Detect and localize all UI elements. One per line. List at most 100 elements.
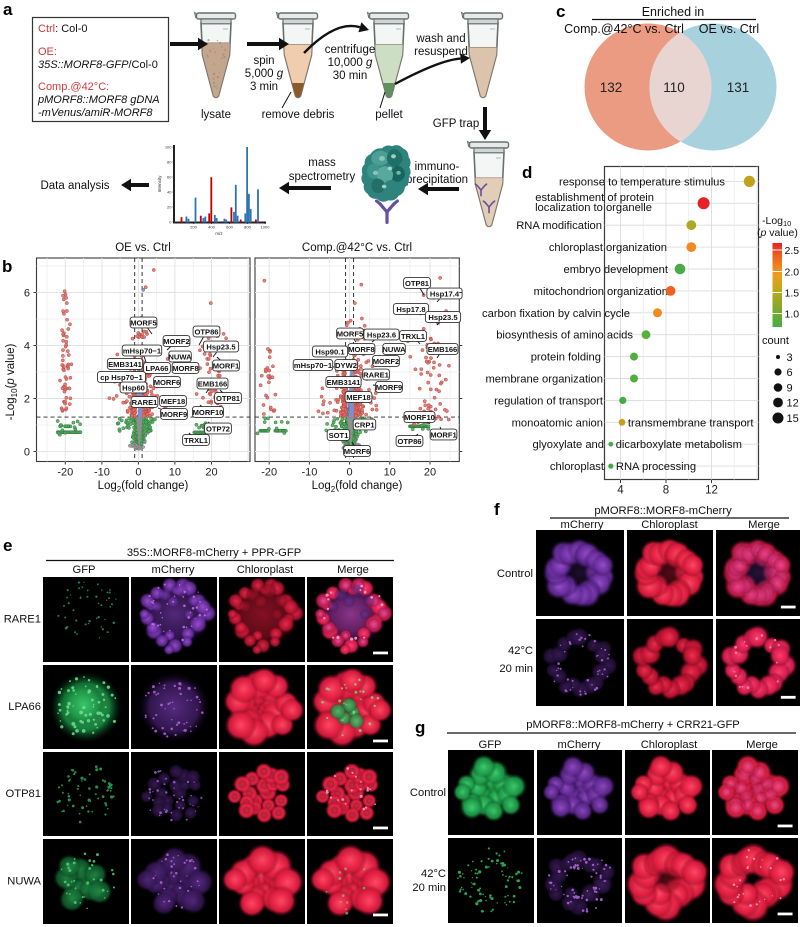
svg-text:0: 0: [135, 467, 141, 479]
svg-text:40: 40: [167, 190, 172, 195]
svg-text:spin: spin: [253, 55, 274, 67]
svg-text:3: 3: [787, 352, 793, 364]
svg-text:MEF18: MEF18: [161, 397, 185, 406]
svg-text:mHsp70−1: mHsp70−1: [294, 361, 333, 370]
svg-text:b: b: [2, 257, 12, 276]
svg-text:MORF10: MORF10: [404, 413, 435, 422]
svg-text:35S::MORF8-mCherry + PPR-GFP: 35S::MORF8-mCherry + PPR-GFP: [127, 547, 301, 559]
svg-text:15: 15: [787, 413, 799, 425]
svg-text:Intensity: Intensity: [157, 175, 162, 193]
svg-text:OTP86: OTP86: [194, 327, 218, 336]
svg-text:membrane organization: membrane organization: [485, 374, 603, 386]
svg-text:131: 131: [727, 80, 750, 95]
svg-text:pellet: pellet: [375, 109, 403, 121]
svg-text:100: 100: [165, 145, 172, 150]
svg-text:Data analysis: Data analysis: [40, 180, 109, 192]
svg-text:NUWA: NUWA: [382, 345, 406, 354]
svg-text:-20: -20: [57, 467, 73, 479]
svg-text:42°C: 42°C: [421, 868, 446, 880]
svg-text:MEF18: MEF18: [346, 393, 370, 402]
svg-text:4: 4: [24, 341, 30, 353]
svg-text:Comp.@42°C vs. Ctrl: Comp.@42°C vs. Ctrl: [302, 242, 412, 254]
svg-text:3 min: 3 min: [250, 81, 278, 93]
svg-text:-mVenus/amiR-MORF8: -mVenus/amiR-MORF8: [38, 107, 153, 119]
svg-text:protein folding: protein folding: [531, 352, 601, 364]
svg-text:OTP81: OTP81: [216, 394, 241, 403]
svg-text:Hsp90.1: Hsp90.1: [315, 347, 345, 356]
svg-text:regulation of transport: regulation of transport: [494, 395, 604, 407]
svg-text:DYW2: DYW2: [335, 361, 357, 370]
svg-text:MORF1: MORF1: [430, 430, 457, 439]
svg-text:CRP1: CRP1: [354, 420, 375, 429]
svg-text:wash and: wash and: [415, 33, 465, 45]
svg-text:0: 0: [347, 467, 353, 479]
svg-text:MORF1: MORF1: [213, 361, 240, 370]
svg-text:pMORF8::MORF8-mCherry: pMORF8::MORF8-mCherry: [594, 505, 732, 517]
svg-text:1000: 1000: [261, 225, 271, 230]
svg-text:Merge: Merge: [748, 519, 780, 531]
svg-text:MORF10: MORF10: [193, 408, 224, 417]
svg-text:count: count: [762, 335, 789, 347]
svg-text:RNA processing: RNA processing: [616, 461, 696, 473]
svg-text:OTP81: OTP81: [6, 788, 41, 800]
svg-text:OTP72: OTP72: [206, 424, 230, 433]
svg-text:-10: -10: [94, 467, 110, 479]
svg-text:132: 132: [600, 80, 623, 95]
svg-text:42°C: 42°C: [508, 645, 533, 657]
svg-text:d: d: [522, 163, 532, 182]
svg-text:response to temperature stimul: response to temperature stimulus: [559, 176, 725, 188]
svg-text:MORF2: MORF2: [373, 357, 400, 366]
svg-text:2.0: 2.0: [785, 266, 800, 278]
svg-text:-Log10(p value): -Log10(p value): [5, 343, 19, 420]
svg-text:dicarboxylate metabolism: dicarboxylate metabolism: [616, 439, 742, 451]
svg-text:glyoxylate and: glyoxylate and: [532, 439, 604, 451]
svg-text:mass: mass: [308, 157, 336, 169]
svg-text:lysate: lysate: [201, 109, 231, 121]
svg-text:carbon fixation by calvin cycl: carbon fixation by calvin cycle: [482, 308, 630, 320]
svg-text:Chloroplast: Chloroplast: [641, 519, 698, 531]
svg-text:c: c: [556, 2, 565, 21]
svg-text:a: a: [3, 0, 13, 19]
svg-text:chloroplast organization: chloroplast organization: [549, 242, 667, 254]
svg-text:8: 8: [663, 485, 669, 497]
svg-text:EMB3141: EMB3141: [108, 360, 143, 369]
svg-text:600: 600: [226, 225, 233, 230]
svg-text:6: 6: [787, 367, 793, 379]
svg-text:MORF9: MORF9: [161, 410, 188, 419]
svg-text:80: 80: [167, 160, 172, 165]
svg-text:OTP86: OTP86: [397, 437, 421, 446]
svg-text:establishment of protein: establishment of protein: [535, 192, 654, 204]
svg-text:Comp.@42°C:: Comp.@42°C:: [38, 81, 109, 93]
svg-text:Log2(fold change): Log2(fold change): [312, 480, 403, 494]
svg-text:MORF9: MORF9: [376, 383, 403, 392]
svg-text:30 min: 30 min: [333, 70, 368, 82]
svg-text:biosynthesis of amino acids: biosynthesis of amino acids: [496, 330, 633, 342]
svg-text:MORF2: MORF2: [163, 337, 190, 346]
svg-text:MORF6: MORF6: [154, 378, 181, 387]
svg-text:6: 6: [24, 288, 30, 300]
svg-text:Ctrl: Col-0: Ctrl: Col-0: [38, 23, 88, 35]
svg-text:20: 20: [167, 205, 172, 210]
svg-text:precipitation: precipitation: [406, 174, 468, 186]
svg-text:-10: -10: [301, 467, 317, 479]
svg-text:20: 20: [205, 467, 217, 479]
svg-text:200: 200: [190, 225, 197, 230]
svg-text:localization to organelle: localization to organelle: [535, 202, 652, 214]
svg-text:Hsp60: Hsp60: [122, 383, 145, 392]
svg-text:centrifuge: centrifuge: [325, 44, 376, 56]
svg-text:800: 800: [244, 225, 251, 230]
svg-text:110: 110: [663, 80, 685, 95]
svg-text:resuspend: resuspend: [414, 46, 468, 58]
svg-text:monoatomic anion: monoatomic anion: [512, 417, 603, 429]
svg-text:OE vs. Ctrl: OE vs. Ctrl: [115, 242, 171, 254]
svg-text:Chloroplast: Chloroplast: [237, 564, 294, 576]
svg-text:10,000 g: 10,000 g: [328, 57, 373, 69]
svg-text:Merge: Merge: [337, 564, 369, 576]
svg-text:RARE1: RARE1: [132, 398, 159, 407]
svg-text:Hsp23.5: Hsp23.5: [428, 313, 458, 322]
svg-text:1.5: 1.5: [785, 287, 800, 299]
svg-text:mCherry: mCherry: [561, 519, 604, 531]
svg-text:pMORF8::MORF8 gDNA: pMORF8::MORF8 gDNA: [37, 94, 160, 106]
svg-text:2: 2: [24, 394, 30, 406]
svg-text:35S::MORF8-GFP/Col-0: 35S::MORF8-GFP/Col-0: [38, 59, 158, 71]
